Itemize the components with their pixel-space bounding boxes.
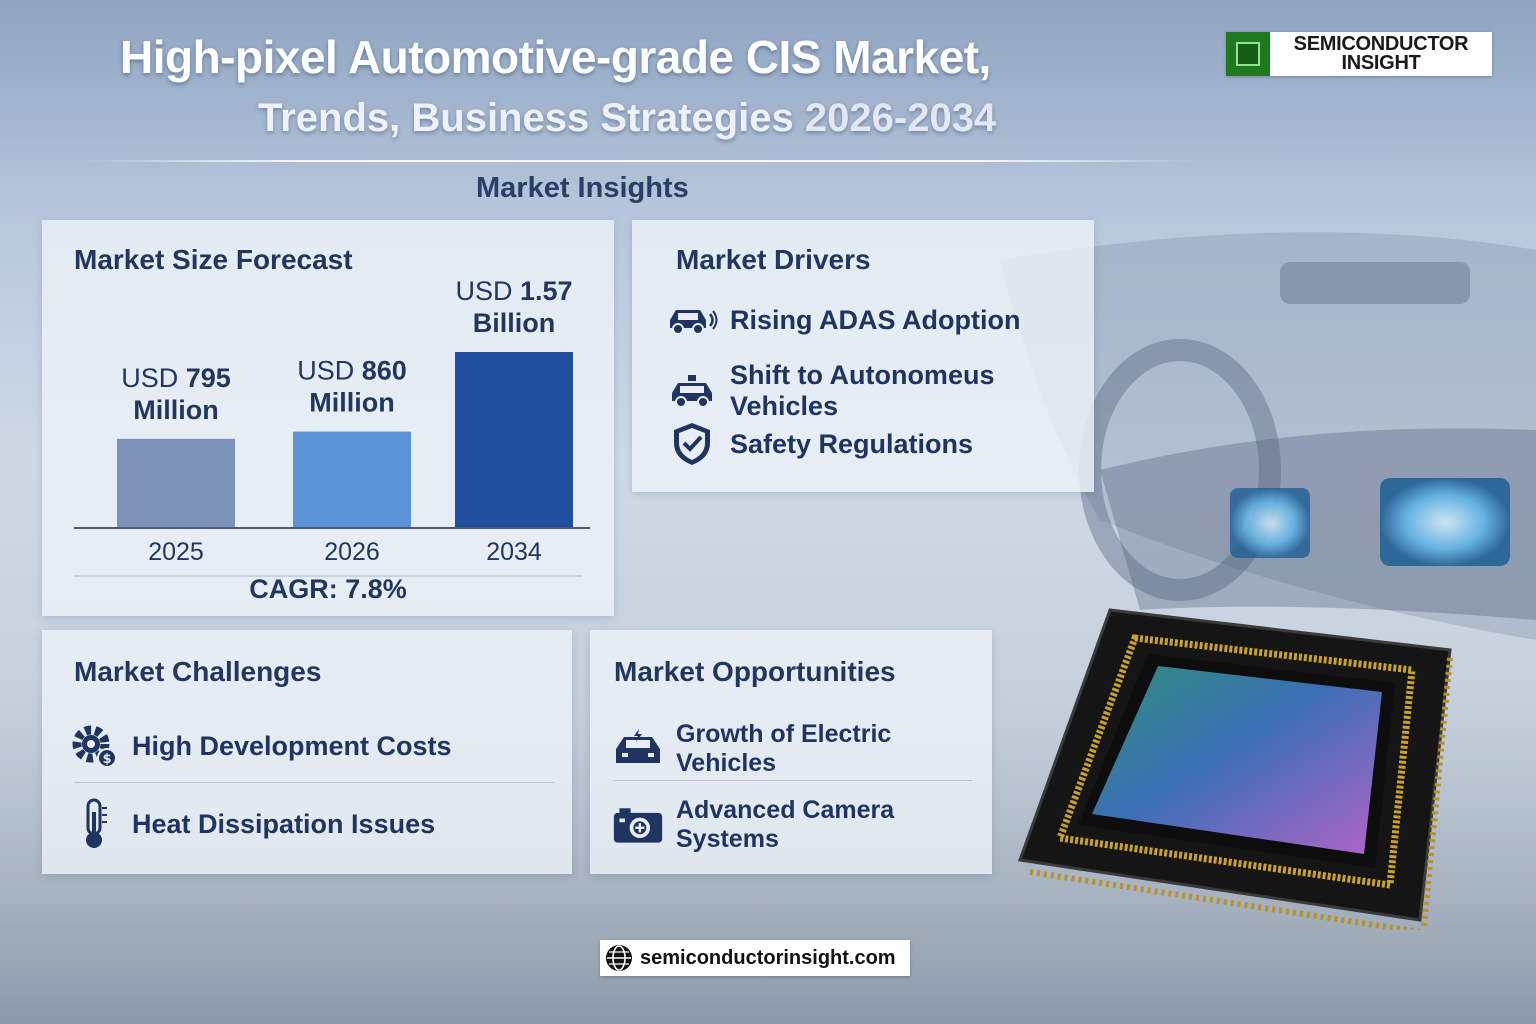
x-tick-label: 2026 [324, 538, 380, 566]
driver-item-autonomous: Shift to Autonomeus Vehicles [666, 360, 1094, 422]
thermometer-icon [68, 798, 120, 848]
driver-label: Rising ADAS Adoption [730, 304, 1021, 335]
x-tick-label: 2025 [148, 538, 204, 566]
cagr-label: CAGR: 7.8% [249, 574, 407, 604]
challenges-divider [74, 782, 554, 783]
car-sensor-icon [666, 298, 718, 342]
subtitle-years: 2026-2034 [804, 96, 997, 140]
x-tick-label: 2034 [486, 538, 542, 566]
bar-unit-label: Million [133, 395, 218, 425]
challenge-label: High Development Costs [132, 730, 452, 761]
opportunity-item-ev: Growth of Electric Vehicles [612, 720, 992, 778]
opportunities-panel: Market Opportunities Growth of Electric … [590, 630, 992, 874]
logo-line1: SEMICONDUCTOR [1293, 33, 1469, 55]
bar-2034 [455, 352, 573, 528]
driver-label: Shift to Autonomeus Vehicles [730, 360, 995, 421]
image-sensor-chip-illustration [1017, 608, 1453, 930]
drivers-title: Market Drivers [676, 244, 871, 275]
opportunity-label: Growth of Electric Vehicles [676, 720, 892, 777]
challenge-item-costs: $ High Development Costs [68, 724, 452, 768]
title-divider [80, 160, 1200, 162]
autonomous-car-icon [666, 369, 718, 413]
brand-logo[interactable]: SEMICONDUCTOR INSIGHT [1226, 32, 1492, 76]
opportunity-label: Advanced Camera Systems [676, 796, 895, 853]
opportunities-title: Market Opportunities [614, 656, 896, 687]
bar-unit-label: Million [309, 388, 394, 418]
challenge-item-heat: Heat Dissipation Issues [68, 798, 436, 848]
website-link[interactable]: semiconductorinsight.com [600, 940, 910, 976]
section-heading: Market Insights [476, 172, 689, 204]
subtitle-text: Trends, Business Strategies [258, 96, 794, 140]
bar-2025 [117, 438, 235, 528]
forecast-panel: Market Size Forecast USD 795 Million 2025 U… [42, 220, 614, 616]
page-title: High-pixel Automotive-grade CIS Market, [120, 31, 991, 83]
driver-item-adas: Rising ADAS Adoption [666, 298, 1020, 342]
website-url: semiconductorinsight.com [640, 946, 896, 969]
opportunities-divider [614, 780, 972, 781]
ev-car-icon [612, 727, 664, 771]
bar-value-label: USD 795 [121, 363, 231, 393]
bar-unit-label: Billion [473, 308, 556, 338]
bar-2026 [293, 431, 411, 528]
shield-check-icon [666, 422, 718, 466]
svg-text:$: $ [102, 752, 111, 767]
bar-value-label: USD 1.57 [455, 276, 572, 306]
driver-label: Safety Regulations [730, 428, 974, 459]
forecast-title: Market Size Forecast [74, 244, 353, 275]
driver-item-safety: Safety Regulations [666, 422, 973, 466]
drivers-panel: Market Drivers Rising ADAS Adoption Shif… [632, 220, 1094, 492]
page-subtitle: Trends, Business Strategies 2026-2034 [258, 96, 1018, 141]
bar-value-label: USD 860 [297, 356, 407, 386]
gear-dollar-icon: $ [68, 724, 120, 768]
challenges-title: Market Challenges [74, 656, 322, 687]
globe-icon [606, 945, 632, 971]
logo-line2: INSIGHT [1341, 52, 1421, 74]
camera-icon [612, 803, 664, 847]
challenge-label: Heat Dissipation Issues [132, 808, 436, 839]
logo-text: SEMICONDUCTOR INSIGHT [1270, 33, 1492, 74]
opportunity-item-camera: Advanced Camera Systems [612, 796, 992, 854]
challenges-panel: Market Challenges $ High Development Cos… [42, 630, 572, 874]
chip-logo-icon [1226, 32, 1270, 76]
